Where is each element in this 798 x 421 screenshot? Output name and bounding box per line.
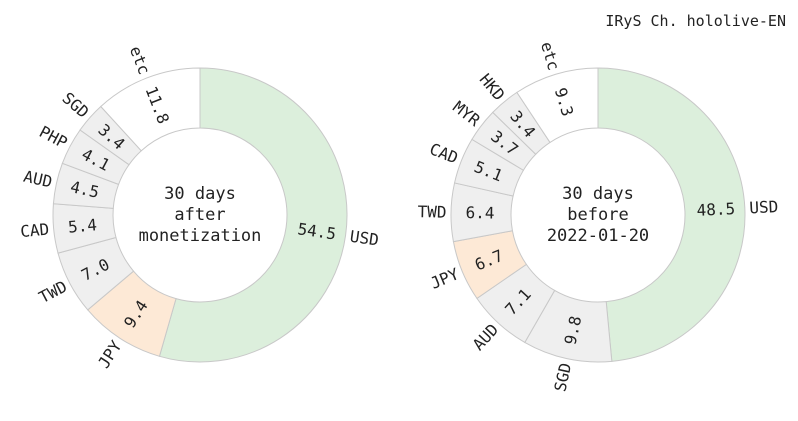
value-label-cad: 5.4: [67, 215, 98, 237]
category-label-etc: etc: [126, 43, 154, 77]
slice-etc: [516, 67, 599, 144]
category-label-php: PHP: [36, 122, 70, 152]
value-label-usd: 48.5: [696, 199, 735, 220]
slice-usd: [597, 67, 746, 362]
category-label-cad: CAD: [427, 139, 461, 167]
category-label-etc: etc: [537, 39, 564, 72]
center-label-line: before: [567, 205, 628, 225]
center-label-line: 30 days: [164, 184, 236, 204]
center-label-line: 30 days: [562, 184, 634, 204]
category-label-usd: USD: [349, 227, 380, 250]
category-label-usd: USD: [749, 197, 779, 217]
category-label-twd: TWD: [417, 202, 446, 222]
category-label-hkd: HKD: [476, 70, 509, 104]
category-label-jpy: JPY: [94, 337, 126, 372]
slice-etc: [100, 67, 201, 152]
category-label-aud: AUD: [22, 167, 54, 192]
category-label-twd: TWD: [36, 277, 70, 307]
figure-title: IRyS Ch. hololive-EN: [605, 12, 786, 30]
category-label-aud: AUD: [469, 320, 503, 354]
value-label-twd: 6.4: [465, 203, 494, 223]
slice-usd: [158, 67, 348, 363]
category-label-myr: MYR: [449, 97, 484, 130]
category-label-cad: CAD: [19, 220, 50, 242]
center-label-line: monetization: [139, 226, 262, 246]
center-label-line: 2022-01-20: [547, 226, 649, 246]
category-label-jpy: JPY: [428, 264, 462, 293]
center-label-line: after: [174, 205, 225, 225]
category-label-sgd: SGD: [550, 361, 575, 393]
category-label-sgd: SGD: [58, 88, 92, 121]
